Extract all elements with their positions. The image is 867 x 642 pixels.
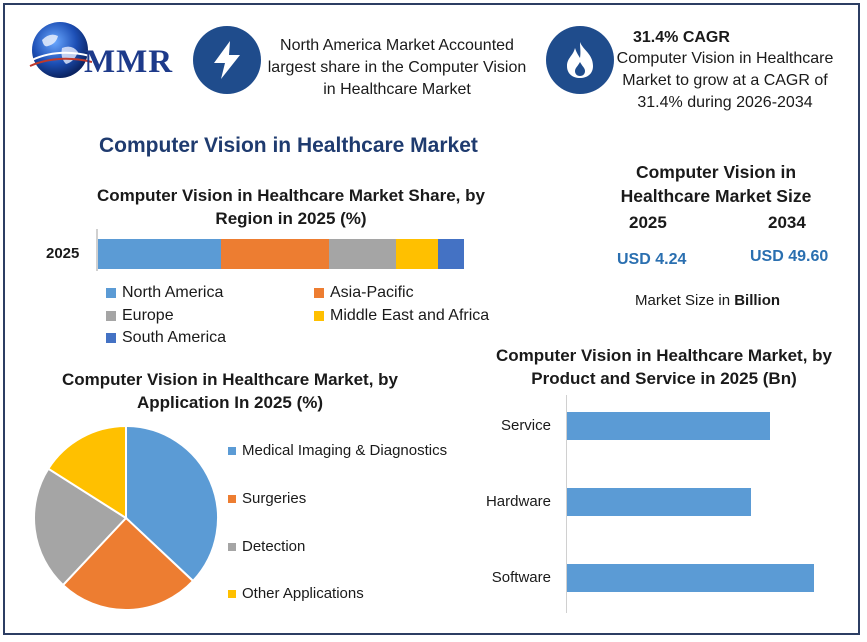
legend-swatch [106,333,116,343]
legend-item-surgeries: Surgeries [228,490,306,507]
legend-item-europe: Europe [106,307,174,325]
unit-prefix: Market Size in [635,292,731,309]
application-pie-chart [33,424,219,611]
legend-item-detection: Detection [228,538,305,555]
legend-label: Other Applications [242,585,364,602]
pie-slice-other-applications [46,424,127,520]
cagr-text: Computer Vision in Healthcare Market to … [616,50,834,111]
bar-segment-south-america [437,239,464,269]
market-size-title: Computer Vision in Healthcare Market Siz… [620,162,812,206]
bar-segment-north-america [98,239,221,269]
market-size-year-start: 2025 [629,213,667,232]
lightning-icon [214,41,240,79]
market-size-value-start: USD 4.24 [617,251,687,268]
pie-slice-detection [33,467,128,587]
region-stacked-bar [98,239,464,269]
product-chart-axis [566,395,567,613]
legend-swatch [228,446,236,455]
mmr-logo: MMR [14,14,176,80]
region-chart-category: 2025 [46,245,80,262]
region-legend: North America Asia-Pacific Europe Middle… [106,284,526,354]
legend-swatch [106,288,116,298]
bar-segment-middle-east-and-africa [396,239,438,269]
info-icon-1 [193,26,261,94]
market-size-value-end: USD 49.60 [750,248,829,265]
legend-label: North America [122,284,224,301]
unit-bold: Billion [734,292,781,309]
product-chart-title: Computer Vision in Healthcare Market, by… [496,346,832,388]
info-icon-2 [546,26,614,94]
pie-slice-surgeries [61,516,195,611]
legend-item-south-america: South America [106,329,226,347]
legend-swatch [106,311,116,321]
page-frame [3,3,860,635]
application-legend: Medical Imaging & Diagnostics Surgeries … [228,440,468,610]
legend-label: Middle East and Africa [330,307,490,324]
globe-icon [29,22,92,78]
legend-item-medical-imaging: Medical Imaging & Diagnostics [228,442,447,459]
legend-swatch [314,311,324,321]
legend-label: Surgeries [242,490,307,507]
legend-label: Asia-Pacific [330,284,414,301]
legend-item-north-america: North America [106,284,223,302]
region-chart-axis [96,229,98,271]
legend-label: Detection [242,538,306,555]
flame-icon [567,42,593,78]
market-size-unit: Market Size in Billion [635,292,780,309]
legend-label: Medical Imaging & Diagnostics [242,442,448,459]
page-title: Computer Vision in Healthcare Market [99,134,478,157]
legend-swatch [228,494,236,503]
legend-swatch [314,288,324,298]
legend-swatch [228,589,236,598]
legend-swatch [228,542,236,551]
bar-segment-europe [328,239,397,269]
bar-segment-asia-pacific [220,239,329,269]
legend-label: South America [122,329,227,346]
market-size-year-end: 2034 [768,213,806,232]
application-chart-title: Computer Vision in Healthcare Market, by… [62,370,398,412]
legend-item-asia-pacific: Asia-Pacific [314,284,414,302]
legend-item-middle-east-africa: Middle East and Africa [314,307,489,325]
legend-item-other-applications: Other Applications [228,585,364,602]
legend-label: Europe [122,307,174,324]
info-text-1: North America Market Accounted largest s… [267,37,527,98]
pie-slice-medical-imaging-diagnostics [125,424,219,583]
logo-text: MMR [84,44,174,80]
region-chart-title: Computer Vision in Healthcare Market Sha… [97,186,485,228]
cagr-title: 31.4% CAGR [633,29,730,46]
